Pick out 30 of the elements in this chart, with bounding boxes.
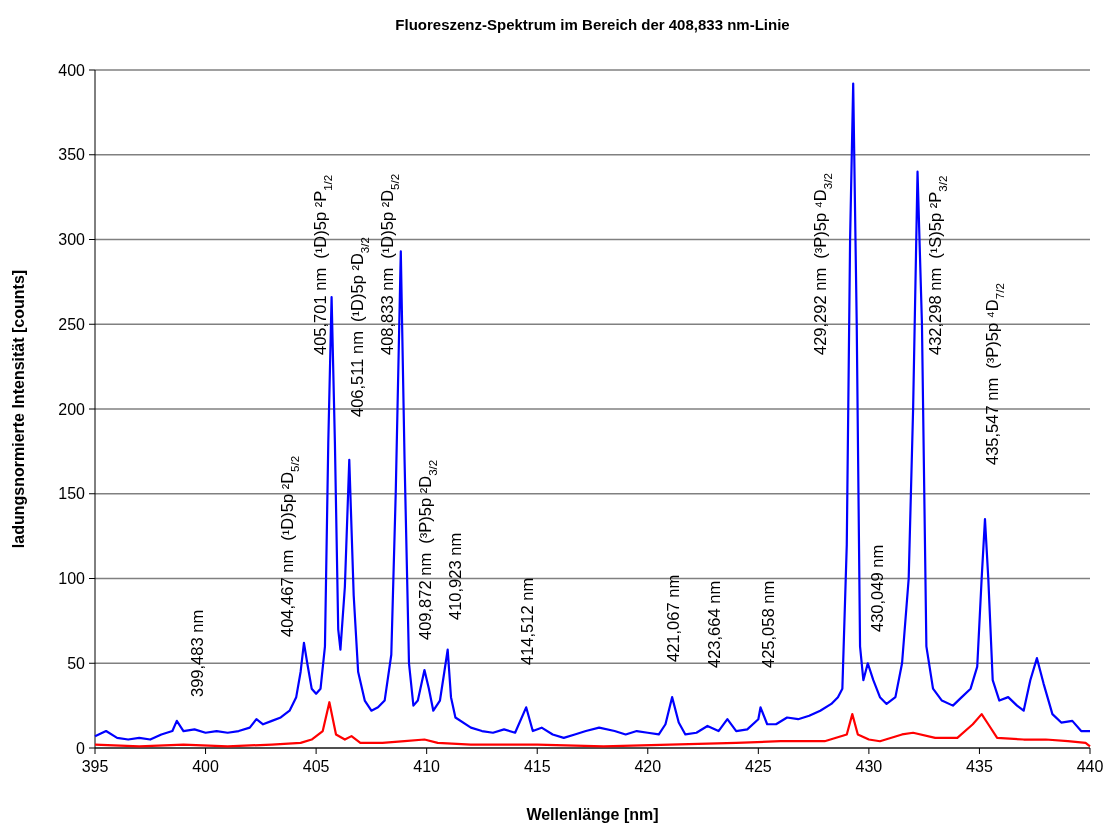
annotation: 410,923 nm [445, 532, 464, 620]
annotation: 421,067 nm [663, 574, 682, 662]
x-tick-label: 395 [81, 758, 109, 775]
y-tick-label: 0 [76, 739, 86, 757]
y-axis-title: ladungsnormierte Intensität [counts] [10, 269, 27, 549]
x-tick-label: 410 [413, 758, 441, 775]
x-tick-label: 435 [966, 758, 993, 775]
y-tick-label: 50 [67, 654, 86, 672]
y-tick-label: 350 [58, 146, 86, 164]
chart-title: Fluoreszenz-Spektrum im Bereich der 408,833 nm-Linie [395, 16, 790, 33]
x-tick-label: 430 [855, 758, 883, 775]
y-tick-label: 100 [58, 570, 86, 588]
annotation: 399,483 nm [187, 609, 206, 697]
y-tick-label: 400 [58, 61, 86, 79]
x-tick-label: 405 [302, 758, 330, 775]
x-tick-label: 420 [634, 758, 662, 775]
annotation: 425,058 nm [758, 580, 777, 668]
annotation: 430,049 nm [867, 544, 886, 632]
y-tick-label: 200 [58, 400, 86, 418]
x-axis-title: Wellenlänge [nm] [526, 806, 659, 823]
line-series [93, 82, 1092, 741]
annotation: 414,512 nm [517, 577, 536, 665]
y-tick-label: 300 [58, 231, 86, 249]
annotation: 423,664 nm [704, 580, 723, 668]
x-tick-label: 415 [523, 758, 551, 775]
y-tick-label: 250 [58, 315, 86, 333]
x-tick-label: 425 [744, 758, 772, 775]
x-tick-label: 440 [1076, 758, 1104, 775]
y-tick-label: 150 [58, 485, 86, 503]
x-tick-label: 400 [192, 758, 219, 775]
